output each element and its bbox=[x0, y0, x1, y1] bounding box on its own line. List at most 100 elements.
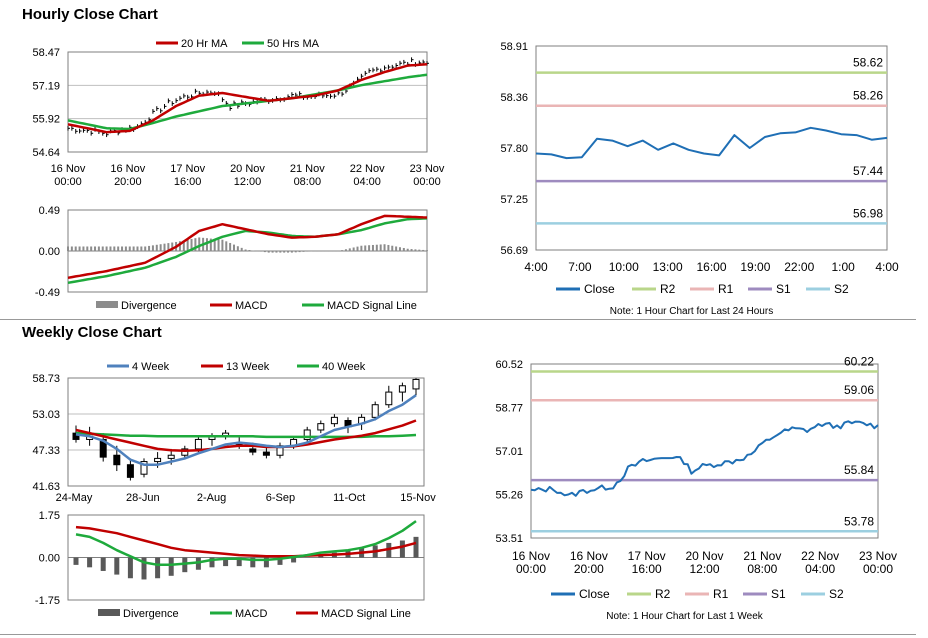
weekly-close-xtick: 21 Nov 08:00 bbox=[743, 549, 781, 576]
hourly-close-xtick: 4:00 bbox=[875, 260, 899, 274]
hourly-close-ytick: 58.36 bbox=[500, 92, 528, 104]
hourly-close-legend-label: R2 bbox=[660, 282, 676, 296]
weekly-price-frame bbox=[67, 377, 425, 487]
divergence-bar bbox=[236, 557, 242, 567]
weekly-close-xtick: 20 Nov 12:00 bbox=[685, 549, 723, 576]
divergence-bar bbox=[82, 246, 85, 252]
weekly-price-legend-label: 40 Week bbox=[322, 361, 366, 373]
weekly-close-close-line bbox=[530, 420, 879, 497]
hourly-signal-line bbox=[67, 217, 428, 285]
divergence-bar bbox=[236, 246, 239, 252]
divergence-bar bbox=[90, 246, 93, 252]
divergence-bar bbox=[155, 557, 161, 579]
candle-body bbox=[113, 454, 121, 466]
divergence-bar bbox=[100, 557, 106, 571]
weekly-price-ytick: 58.73 bbox=[32, 373, 60, 385]
weekly-close-legend-label: R2 bbox=[655, 587, 671, 601]
divergence-bar bbox=[291, 557, 297, 563]
divergence-bar bbox=[209, 238, 212, 252]
divergence-bar bbox=[422, 249, 425, 252]
candle-body bbox=[154, 457, 162, 463]
divergence-bar bbox=[229, 242, 232, 252]
weekly-ma13-line bbox=[75, 419, 417, 453]
weekly-close-legend-label: S1 bbox=[771, 587, 786, 601]
divergence-bar bbox=[263, 557, 269, 568]
hourly-price-ytick: 57.19 bbox=[32, 80, 60, 92]
hourly-close-note: Note: 1 Hour Chart for Last 24 Hours bbox=[610, 306, 773, 317]
hourly-price-xtick: 16 Nov 00:00 bbox=[51, 163, 86, 188]
divergence-bar bbox=[109, 246, 112, 252]
divergence-bar bbox=[121, 246, 124, 252]
weekly-ma4-line bbox=[75, 394, 417, 466]
divergence-bar bbox=[352, 247, 355, 252]
divergence-bar bbox=[171, 242, 174, 252]
hourly-ma20-line bbox=[67, 63, 428, 134]
weekly-close-legend-label: Close bbox=[579, 587, 610, 601]
divergence-bar bbox=[132, 246, 135, 252]
hourly-macd-ytick: 0.49 bbox=[39, 205, 60, 217]
divergence-bar bbox=[379, 244, 382, 252]
weekly-close-ytick: 60.52 bbox=[495, 359, 523, 371]
hourly-close-legend-label: R1 bbox=[718, 282, 734, 296]
hourly-macd-ytick: -0.49 bbox=[35, 287, 60, 299]
divergence-bar bbox=[186, 239, 189, 252]
divergence-bar bbox=[97, 246, 100, 252]
hourly-close-level-label-r2: 58.62 bbox=[853, 56, 883, 70]
candle-body bbox=[262, 451, 270, 456]
divergence-bar bbox=[240, 247, 243, 252]
divergence-bar bbox=[371, 244, 374, 252]
weekly-macd-frame bbox=[67, 514, 425, 601]
hourly-macd-legend-label: MACD Signal Line bbox=[327, 300, 417, 312]
divergence-bar bbox=[105, 246, 108, 252]
hourly-price-frame bbox=[67, 51, 428, 153]
divergence-bar bbox=[94, 246, 97, 252]
divergence-bar bbox=[271, 251, 274, 253]
weekly-close-frame bbox=[530, 363, 879, 539]
hourly-close-level-label-s2: 56.98 bbox=[853, 206, 883, 220]
weekly-close-level-label-s1: 55.84 bbox=[844, 463, 874, 477]
divergence-bar bbox=[217, 239, 220, 252]
hourly-price-legend-label: 50 Hrs MA bbox=[267, 38, 320, 50]
hourly-price-ytick: 55.92 bbox=[32, 114, 60, 126]
hourly-close-level-label-s1: 57.44 bbox=[853, 164, 883, 178]
divergence-bar bbox=[375, 244, 378, 252]
weekly-close-xtick: 23 Nov 00:00 bbox=[859, 549, 897, 576]
weekly-price-ytick: 47.33 bbox=[32, 445, 60, 457]
divergence-bar bbox=[275, 251, 278, 253]
divergence-bar bbox=[277, 557, 283, 565]
candle-body bbox=[181, 448, 189, 456]
divergence-bar bbox=[151, 245, 154, 252]
divergence-bar bbox=[413, 536, 419, 558]
weekly-price-legend-label: 13 Week bbox=[226, 361, 270, 373]
divergence-bar bbox=[213, 238, 216, 252]
hourly-divergence-bars bbox=[67, 237, 428, 253]
divergence-bar bbox=[144, 246, 147, 252]
weekly-close-note: Note: 1 Hour Chart for Last 1 Week bbox=[606, 611, 764, 622]
candle-body bbox=[303, 429, 311, 440]
divergence-bar bbox=[194, 238, 197, 252]
weekly-macd-legend-label: MACD Signal Line bbox=[321, 608, 411, 620]
weekly-macd-legend-label: MACD bbox=[235, 608, 267, 620]
weekly-close-xtick: 22 Nov 04:00 bbox=[801, 549, 839, 576]
divergence-bar bbox=[290, 251, 293, 253]
divergence-bar bbox=[86, 246, 89, 252]
divergence-bar bbox=[402, 247, 405, 252]
weekly-close-level-label-s2: 53.78 bbox=[844, 514, 874, 528]
divergence-bar bbox=[360, 245, 363, 252]
divergence-bar bbox=[136, 246, 139, 252]
hourly-close-legend-label: S1 bbox=[776, 282, 791, 296]
divergence-bar bbox=[418, 249, 421, 252]
divergence-bar bbox=[73, 557, 79, 565]
divergence-bar bbox=[78, 246, 81, 252]
divergence-bar bbox=[267, 251, 270, 253]
weekly-close-legend-label: R1 bbox=[713, 587, 729, 601]
weekly-close-ytick: 55.26 bbox=[495, 490, 523, 502]
hourly-close-ytick: 57.80 bbox=[500, 143, 528, 155]
divergence-bar bbox=[356, 246, 359, 252]
divergence-bar bbox=[348, 248, 351, 252]
divergence-bar bbox=[127, 557, 133, 579]
hourly-macd-legend-label: Divergence bbox=[121, 300, 177, 312]
hourly-price-ytick: 54.64 bbox=[32, 147, 60, 159]
weekly-close-level-label-r1: 59.06 bbox=[844, 383, 874, 397]
